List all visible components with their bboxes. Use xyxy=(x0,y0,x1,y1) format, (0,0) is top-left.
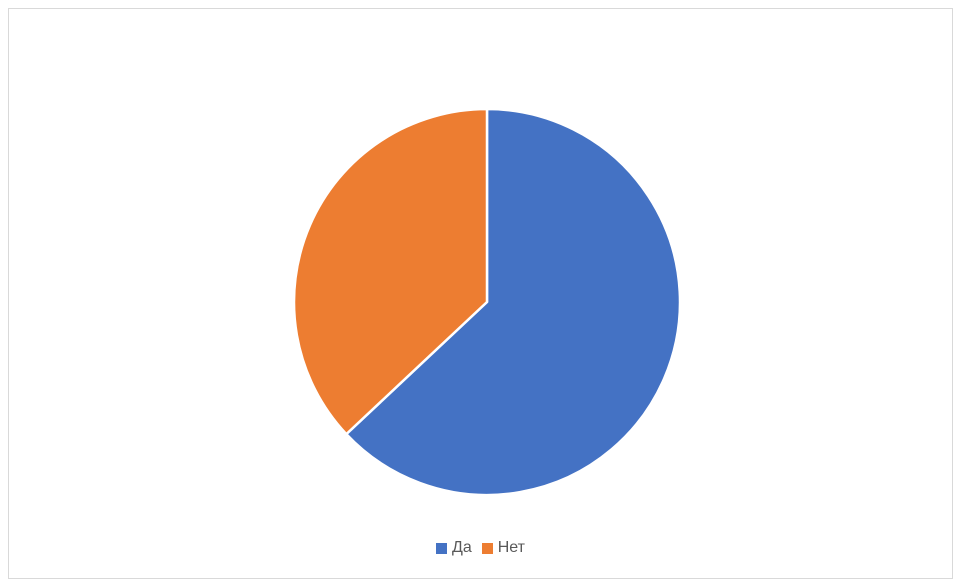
legend: Да Нет xyxy=(9,539,952,557)
legend-swatch-da xyxy=(436,542,447,554)
pie-slice-da xyxy=(345,107,682,497)
legend-item-net: Нет xyxy=(481,539,525,557)
legend-label-net: Нет xyxy=(497,539,525,556)
legend-swatch-net xyxy=(481,542,493,554)
pie-chart xyxy=(292,107,682,497)
chart-area: Да Нет xyxy=(8,8,953,579)
legend-label-da: Да xyxy=(452,539,472,556)
legend-item-da: Да xyxy=(436,539,472,557)
pie-slice-net xyxy=(292,107,489,436)
